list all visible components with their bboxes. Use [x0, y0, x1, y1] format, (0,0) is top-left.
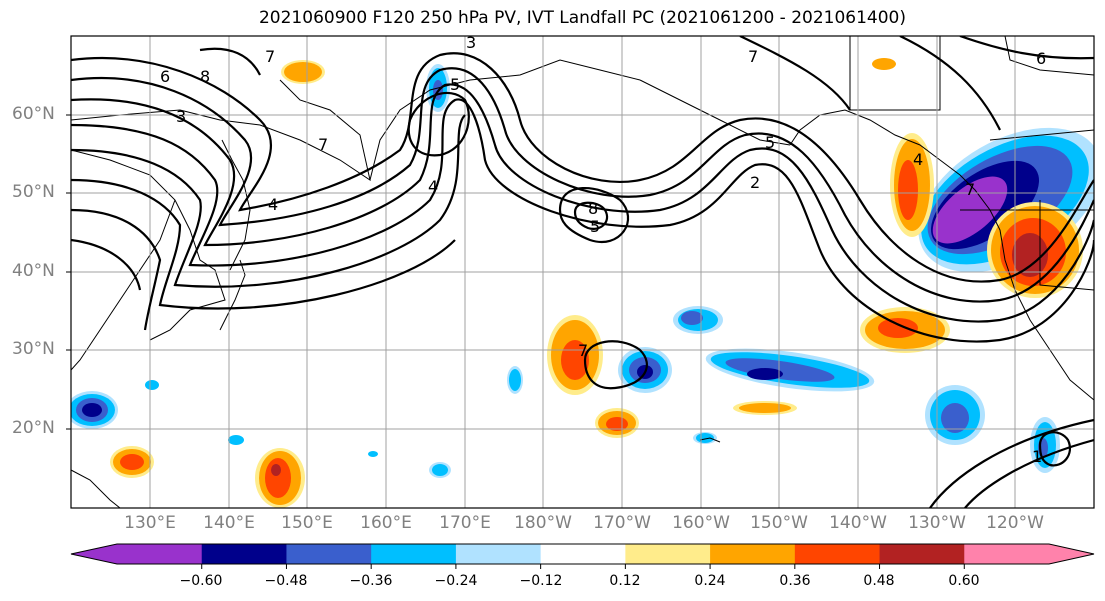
lat-label: 30°N	[12, 339, 55, 359]
colorbar-segment	[371, 544, 457, 564]
colorbar-segment	[964, 544, 1050, 564]
colorbar-segment	[117, 544, 203, 564]
contour-label: 7	[318, 135, 328, 154]
colorbar-label: 0.12	[609, 573, 641, 589]
contour-label: 6	[160, 67, 170, 86]
contour-label: 7	[965, 180, 975, 199]
lon-label: 140°W	[829, 513, 887, 533]
lat-label: 60°N	[12, 104, 55, 124]
shading-layer	[71, 58, 1094, 508]
contour-label: 3	[466, 33, 476, 52]
contour-label: 5	[765, 133, 775, 152]
lon-label: 150°E	[281, 513, 333, 533]
colorbar-segment	[286, 544, 372, 564]
contour-label: 7	[748, 47, 758, 66]
contour-label: 1	[1032, 447, 1042, 466]
colorbar-label: −0.36	[349, 573, 393, 589]
gridlines	[71, 36, 1094, 508]
contour-label: 6	[1036, 49, 1046, 68]
lon-label: 130°W	[908, 513, 966, 533]
colorbar	[70, 543, 1095, 569]
pv-contours	[71, 36, 1094, 508]
contour-label: 7	[265, 47, 275, 66]
lat-label: 40°N	[12, 261, 55, 281]
contour-labels: 6 8 7 3 7 4 4 5 8 2 5 7 4 7 6 3 7 5 1	[160, 33, 1046, 466]
map-title: 2021060900 F120 250 hPa PV, IVT Landfall…	[258, 8, 906, 28]
contour-label: 8	[200, 67, 210, 86]
contour-label: 8	[588, 199, 598, 218]
colorbar-label: −0.60	[179, 573, 223, 589]
contour-label: 4	[913, 150, 923, 169]
colorbar-extend-min	[71, 544, 117, 564]
lat-label: 50°N	[12, 182, 55, 202]
colorbar-label: −0.24	[434, 573, 478, 589]
colorbar-segment	[455, 544, 542, 564]
contour-label: 4	[428, 177, 438, 196]
contour-label: 5	[450, 75, 460, 94]
lon-label: 150°W	[750, 513, 808, 533]
colorbar-label: −0.12	[519, 573, 563, 589]
colorbar-label: 0.48	[863, 573, 895, 589]
colorbar-label: 0.60	[948, 573, 980, 589]
lat-ticks	[66, 114, 71, 430]
colorbar-label: −0.48	[264, 573, 308, 589]
colorbar-extend-max	[1049, 544, 1094, 564]
contour-label: 4	[268, 195, 278, 214]
contour-label: 7	[578, 341, 588, 360]
colorbar-segment	[879, 544, 965, 564]
colorbar-segment	[794, 544, 881, 564]
lon-label: 140°E	[203, 513, 255, 533]
colorbar-segment	[540, 544, 626, 564]
lon-label: 180°W	[514, 513, 572, 533]
colorbar-outline	[70, 543, 1095, 565]
colorbar-segment	[625, 544, 711, 564]
lat-label: 20°N	[12, 418, 55, 438]
colorbar-label: 0.24	[694, 573, 726, 589]
lon-label: 130°E	[124, 513, 176, 533]
lon-label: 170°W	[593, 513, 651, 533]
colorbar-segment	[201, 544, 287, 564]
lon-label: 170°E	[439, 513, 491, 533]
colorbar-label: 0.36	[779, 573, 811, 589]
lon-label: 160°E	[360, 513, 412, 533]
contour-label: 5	[590, 217, 600, 236]
lon-label: 120°W	[986, 513, 1044, 533]
contour-label: 2	[750, 173, 760, 192]
colorbar-segment	[710, 544, 796, 564]
lon-label: 160°W	[672, 513, 730, 533]
contour-label: 3	[176, 107, 186, 126]
